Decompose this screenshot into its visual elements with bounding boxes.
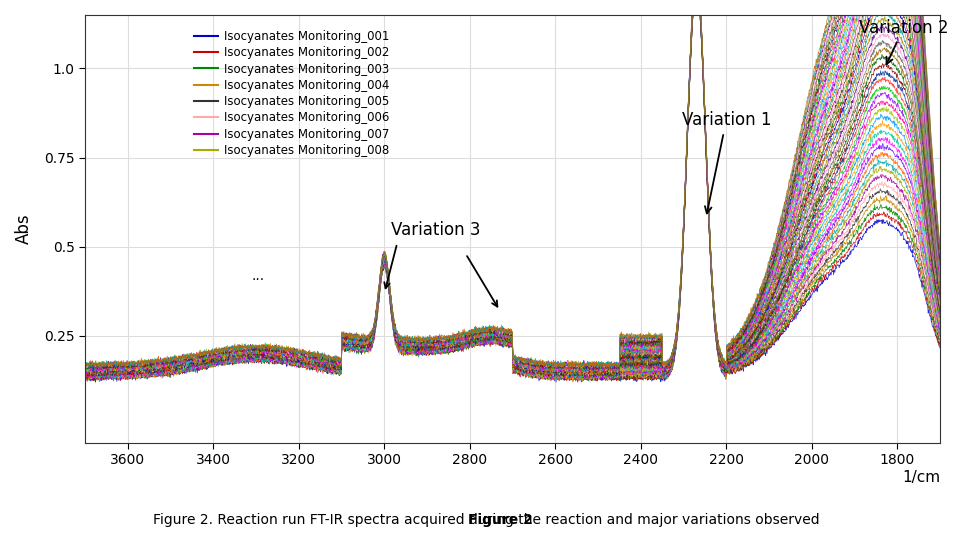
Y-axis label: Abs: Abs (15, 213, 33, 244)
Text: Variation 1: Variation 1 (681, 112, 771, 213)
Text: Variation 2: Variation 2 (859, 19, 949, 64)
Text: ...: ... (252, 270, 265, 284)
Text: 1/cm: 1/cm (902, 470, 940, 485)
Text: Variation 3: Variation 3 (391, 221, 481, 240)
Text: Figure 2. Reaction run FT-IR spectra acquired during the reaction and major vari: Figure 2. Reaction run FT-IR spectra acq… (153, 513, 820, 527)
Text: Figure 2: Figure 2 (468, 513, 533, 527)
Legend: Isocyanates Monitoring_001, Isocyanates Monitoring_002, Isocyanates Monitoring_0: Isocyanates Monitoring_001, Isocyanates … (190, 25, 394, 162)
